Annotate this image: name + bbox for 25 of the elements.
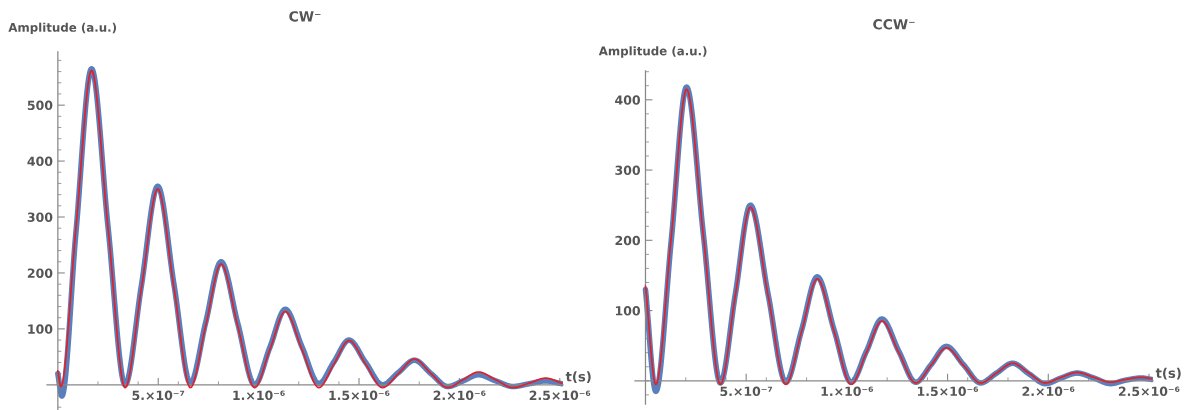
x-tick-label: 1.5×10⁻⁶: [329, 390, 390, 401]
x-tick-label: 1.×10⁻⁶: [821, 386, 874, 397]
y-axis-title: Amplitude (a.u.): [598, 46, 707, 58]
y-tick-label: 300: [615, 165, 641, 175]
x-tick-label: 2.×10⁻⁶: [1022, 386, 1075, 397]
y-tick-label: 200: [27, 268, 53, 278]
x-tick-label: 1.5×10⁻⁶: [917, 386, 979, 397]
y-tick-label: 400: [27, 156, 53, 166]
y-tick-label: 500: [27, 100, 53, 111]
y-tick-label: 300: [27, 212, 53, 222]
x-axis-title: t(s): [565, 371, 591, 384]
y-tick-label: 100: [28, 324, 53, 334]
x-tick-label: 5.×10⁻⁷: [132, 390, 185, 401]
x-tick-label: 5.×10⁻⁷: [720, 386, 773, 397]
x-tick-label: 2.×10⁻⁶: [433, 390, 486, 401]
y-axis-title: Amplitude (a.u.): [8, 22, 117, 35]
y-tick-label: 100: [615, 306, 641, 316]
x-tick-label: 1.×10⁻⁶: [233, 390, 285, 401]
x-axis-title: t(s): [1155, 367, 1181, 380]
x-tick-label: 2.5×10⁻⁶: [1118, 386, 1180, 397]
x-tick-label: 2.5×10⁻⁶: [529, 390, 591, 401]
y-tick-label: 200: [615, 235, 641, 246]
y-tick-label: 400: [615, 95, 641, 105]
chart-title: CCW⁻: [873, 19, 915, 30]
chart-title: CW⁻: [289, 11, 321, 22]
